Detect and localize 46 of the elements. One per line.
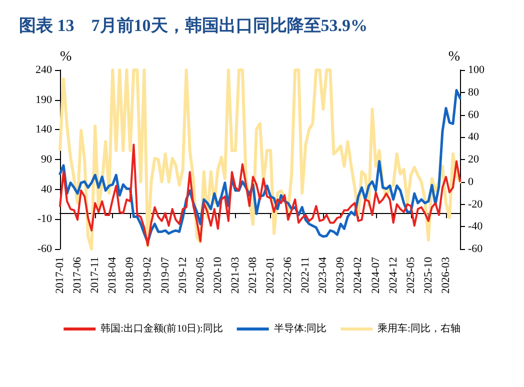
y2-tick-label: 40 <box>468 131 480 144</box>
x-tick-label: 2021-03 <box>229 256 242 294</box>
legend-label: 韩国:出口金额(前10日):同比 <box>100 322 223 334</box>
x-tick-label: 2022-01 <box>264 257 277 294</box>
y-tick-label: 40 <box>41 183 52 196</box>
x-tick-label: 2021-08 <box>246 256 259 294</box>
x-tick-label: 2022-06 <box>282 256 294 294</box>
y2-tick-label: 0 <box>468 176 474 188</box>
y2-tick-label: -40 <box>468 220 484 233</box>
legend-label: 乘用车:同比，右轴 <box>378 322 460 334</box>
y2-tick-label: -20 <box>468 198 484 210</box>
x-tick-label: 2019-07 <box>159 256 172 294</box>
y-tick-label: -10 <box>37 213 52 226</box>
x-tick-label: 2025-05 <box>404 256 417 294</box>
y-tick-label: 190 <box>36 94 52 106</box>
x-tick-label: 2020-10 <box>212 256 224 294</box>
x-tick-label: 2024-12 <box>387 257 400 294</box>
y2-tick-label: 20 <box>468 154 480 166</box>
legend-label: 半导体:同比 <box>274 322 327 334</box>
x-tick-label: 2024-07 <box>370 256 382 294</box>
x-tick-label: 2019-02 <box>142 257 154 294</box>
y-tick-label: 140 <box>36 124 52 136</box>
y-axis-title: % <box>60 50 72 64</box>
y-tick-label: -60 <box>37 243 52 255</box>
y2-tick-label: 60 <box>468 108 480 121</box>
x-tick-label: 2018-09 <box>124 256 136 294</box>
y2-tick-label: 100 <box>468 64 485 76</box>
x-tick-label: 2017-01 <box>54 257 66 294</box>
x-tick-label: 2017-11 <box>89 257 102 294</box>
x-tick-label: 2018-04 <box>106 256 119 294</box>
x-tick-label: 2026-03 <box>440 256 452 294</box>
y2-tick-label: -60 <box>468 243 484 255</box>
x-tick-label: 2017-06 <box>72 256 84 294</box>
y-tick-label: 90 <box>41 154 52 166</box>
x-tick-label: 2022-11 <box>300 257 312 294</box>
x-tick-label: 2019-12 <box>176 257 189 294</box>
x-tick-label: 2023-09 <box>334 256 347 294</box>
y2-tick-label: 80 <box>468 86 480 98</box>
line-series <box>59 144 461 246</box>
x-tick-label: 2025-10 <box>422 256 434 294</box>
x-tick-label: 2023-04 <box>317 256 330 294</box>
y2-axis-title: % <box>448 50 460 64</box>
y-tick-label: 240 <box>36 64 52 76</box>
x-tick-label: 2020-05 <box>194 256 206 294</box>
chart-title: 图表 13 7月前10天，韩国出口同比降至53.9% <box>19 16 368 35</box>
x-tick-label: 2024-02 <box>352 257 364 294</box>
